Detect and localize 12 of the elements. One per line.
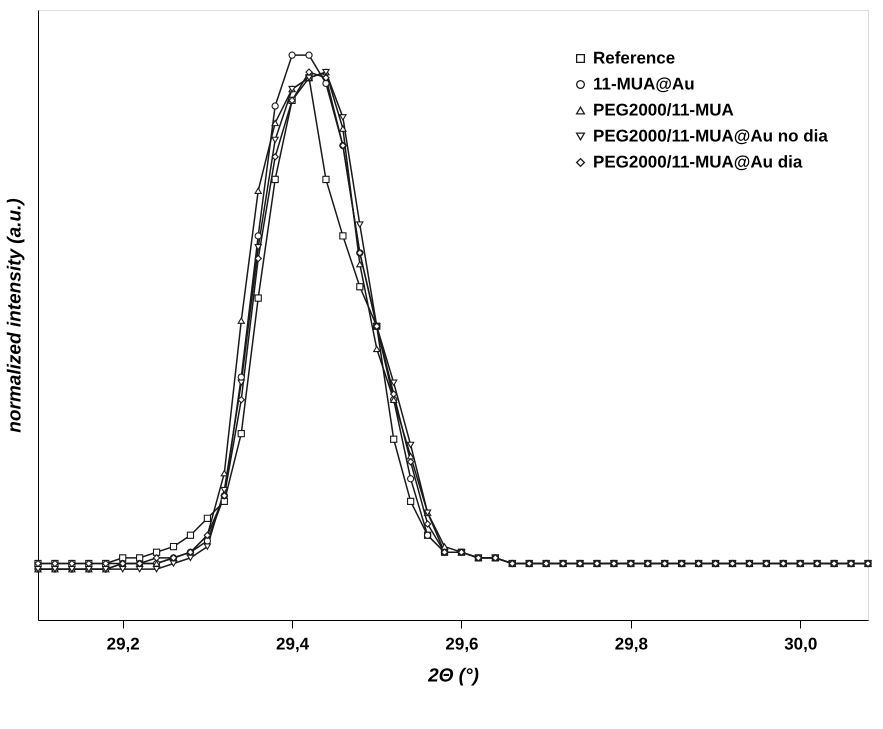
x-tick-label: 30,0 xyxy=(784,634,818,654)
x-axis-title: 2Θ (°) xyxy=(427,666,479,686)
y-axis-title: normalized intensity (a.u.) xyxy=(4,198,26,433)
legend-label: Reference xyxy=(593,48,676,68)
x-tick-label: 29,4 xyxy=(276,634,310,654)
legend-label: PEG2000/11-MUA@Au no dia xyxy=(593,126,828,146)
x-tick-label: 29,2 xyxy=(106,634,140,654)
legend-label: 11-MUA@Au xyxy=(593,74,695,94)
x-tick-label: 29,8 xyxy=(614,634,648,654)
legend-label: PEG2000/11-MUA xyxy=(593,100,734,120)
x-tick-label: 29,6 xyxy=(445,634,479,654)
legend-label: PEG2000/11-MUA@Au dia xyxy=(593,152,803,172)
